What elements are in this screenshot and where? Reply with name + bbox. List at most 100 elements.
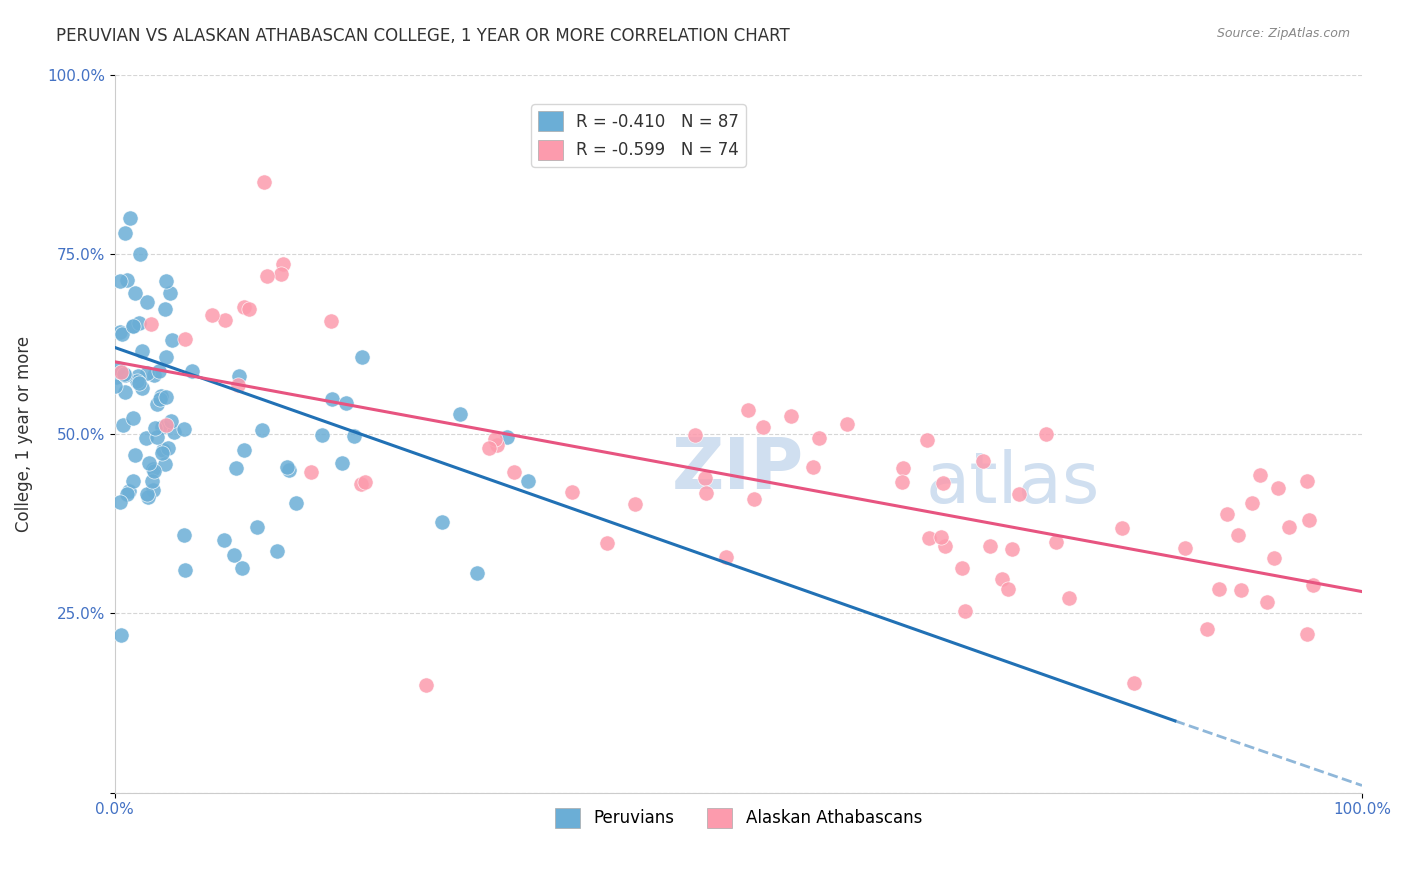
Legend: Peruvians, Alaskan Athabascans: Peruvians, Alaskan Athabascans — [548, 801, 928, 835]
Point — [953, 604, 976, 618]
Point — [1263, 551, 1285, 566]
Point — [1229, 582, 1251, 597]
Point — [319, 314, 342, 328]
Point — [150, 446, 173, 460]
Point — [335, 396, 357, 410]
Point — [160, 333, 183, 347]
Point — [108, 274, 131, 288]
Point — [1295, 475, 1317, 489]
Point — [124, 285, 146, 300]
Point — [780, 409, 803, 423]
Point — [354, 475, 377, 489]
Point — [997, 582, 1019, 597]
Point — [276, 459, 298, 474]
Point — [232, 442, 254, 457]
Point — [478, 442, 501, 456]
Point — [136, 294, 159, 309]
Point — [143, 421, 166, 435]
Point — [138, 490, 160, 504]
Point — [1226, 528, 1249, 542]
Point — [153, 458, 176, 472]
Point — [201, 308, 224, 322]
Point — [112, 367, 135, 381]
Point — [114, 384, 136, 399]
Point — [121, 318, 143, 333]
Point — [173, 528, 195, 542]
Point — [1001, 542, 1024, 557]
Point — [1057, 591, 1080, 605]
Point — [979, 540, 1001, 554]
Point — [122, 474, 145, 488]
Point — [224, 548, 246, 562]
Point — [173, 422, 195, 436]
Point — [174, 562, 197, 576]
Point — [517, 474, 540, 488]
Point — [110, 628, 132, 642]
Point — [155, 302, 177, 317]
Point — [155, 391, 177, 405]
Point — [146, 397, 169, 411]
Point — [174, 332, 197, 346]
Point — [139, 318, 162, 332]
Point — [991, 572, 1014, 586]
Point — [150, 420, 173, 434]
Point — [343, 429, 366, 443]
Point — [432, 515, 454, 529]
Point — [266, 544, 288, 558]
Point — [624, 497, 647, 511]
Point — [135, 487, 157, 501]
Point — [127, 368, 149, 383]
Point — [110, 365, 132, 379]
Point — [143, 368, 166, 383]
Point — [1302, 578, 1324, 592]
Point — [180, 364, 202, 378]
Point — [114, 368, 136, 383]
Point — [1249, 468, 1271, 483]
Point — [131, 381, 153, 395]
Point — [128, 317, 150, 331]
Point — [107, 360, 129, 375]
Point — [737, 403, 759, 417]
Point — [1208, 582, 1230, 597]
Point — [972, 454, 994, 468]
Point — [253, 175, 276, 189]
Point — [893, 461, 915, 475]
Point — [214, 313, 236, 327]
Point — [1122, 676, 1144, 690]
Point — [104, 379, 127, 393]
Point — [114, 226, 136, 240]
Point — [299, 465, 322, 479]
Text: ZIP: ZIP — [672, 435, 804, 504]
Point — [596, 536, 619, 550]
Point — [1111, 521, 1133, 535]
Point — [111, 327, 134, 342]
Point — [104, 370, 127, 384]
Point — [496, 429, 519, 443]
Point — [321, 392, 343, 406]
Point — [502, 465, 524, 479]
Point — [1045, 535, 1067, 549]
Point — [1240, 496, 1263, 510]
Point — [1216, 507, 1239, 521]
Point — [122, 410, 145, 425]
Point — [1298, 513, 1320, 527]
Point — [449, 408, 471, 422]
Point — [118, 211, 141, 226]
Point — [110, 326, 132, 340]
Point — [152, 442, 174, 457]
Point — [110, 495, 132, 509]
Point — [238, 301, 260, 316]
Point — [256, 268, 278, 283]
Point — [125, 374, 148, 388]
Point — [1035, 427, 1057, 442]
Point — [693, 471, 716, 485]
Point — [138, 456, 160, 470]
Point — [271, 257, 294, 271]
Point — [270, 267, 292, 281]
Point — [929, 530, 952, 544]
Point — [149, 392, 172, 406]
Point — [159, 286, 181, 301]
Point — [285, 496, 308, 510]
Point — [716, 549, 738, 564]
Point — [131, 343, 153, 358]
